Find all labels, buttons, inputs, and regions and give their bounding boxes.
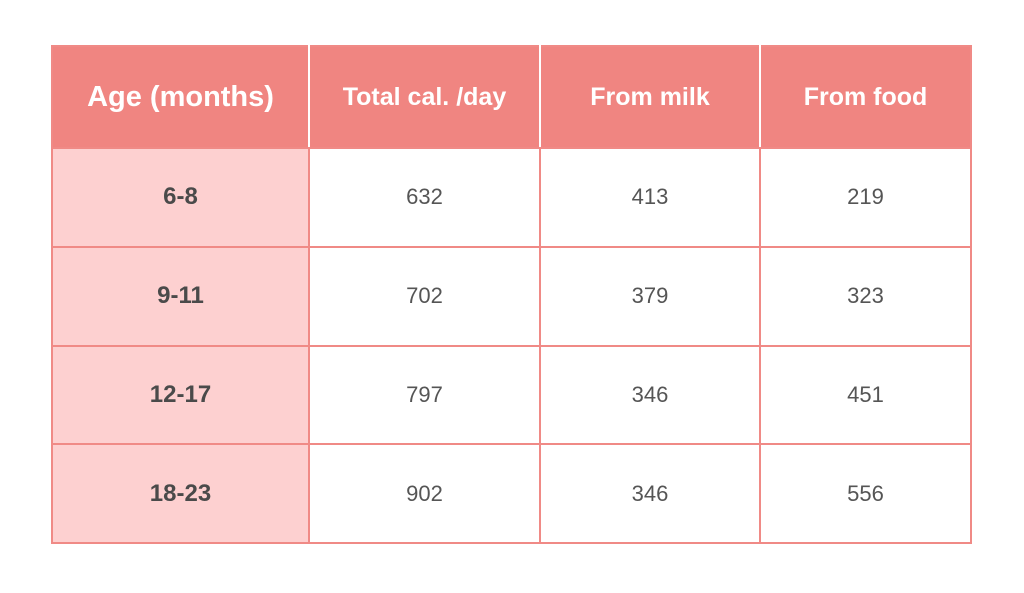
from-milk-cell: 379 — [539, 245, 761, 347]
from-milk-cell: 413 — [539, 147, 761, 248]
header-from-milk: From milk — [539, 45, 761, 149]
age-cell: 12-17 — [51, 344, 310, 446]
from-food-cell: 451 — [759, 344, 972, 446]
header-row: Age (months) Total cal. /day From milk F… — [51, 45, 972, 149]
header-age-months: Age (months) — [51, 45, 310, 149]
table-row: 6-8 632 413 219 — [51, 147, 972, 248]
age-cell: 18-23 — [51, 443, 310, 544]
total-calories-cell: 632 — [308, 147, 541, 248]
table-row: 9-11 702 379 323 — [51, 245, 972, 347]
from-food-cell: 219 — [759, 147, 972, 248]
from-food-cell: 323 — [759, 245, 972, 347]
table-row: 18-23 902 346 556 — [51, 443, 972, 544]
age-cell: 6-8 — [51, 147, 310, 248]
header-total-calories: Total cal. /day — [308, 45, 541, 149]
from-milk-cell: 346 — [539, 344, 761, 446]
calorie-table: Age (months) Total cal. /day From milk F… — [51, 45, 972, 544]
total-calories-cell: 702 — [308, 245, 541, 347]
table-header: Age (months) Total cal. /day From milk F… — [51, 45, 972, 149]
age-cell: 9-11 — [51, 245, 310, 347]
header-from-food: From food — [759, 45, 972, 149]
total-calories-cell: 797 — [308, 344, 541, 446]
table-body: 6-8 632 413 219 9-11 702 379 323 12-17 7… — [51, 147, 972, 544]
table-row: 12-17 797 346 451 — [51, 344, 972, 446]
total-calories-cell: 902 — [308, 443, 541, 544]
from-food-cell: 556 — [759, 443, 972, 544]
from-milk-cell: 346 — [539, 443, 761, 544]
calorie-table-container: Age (months) Total cal. /day From milk F… — [51, 45, 972, 544]
